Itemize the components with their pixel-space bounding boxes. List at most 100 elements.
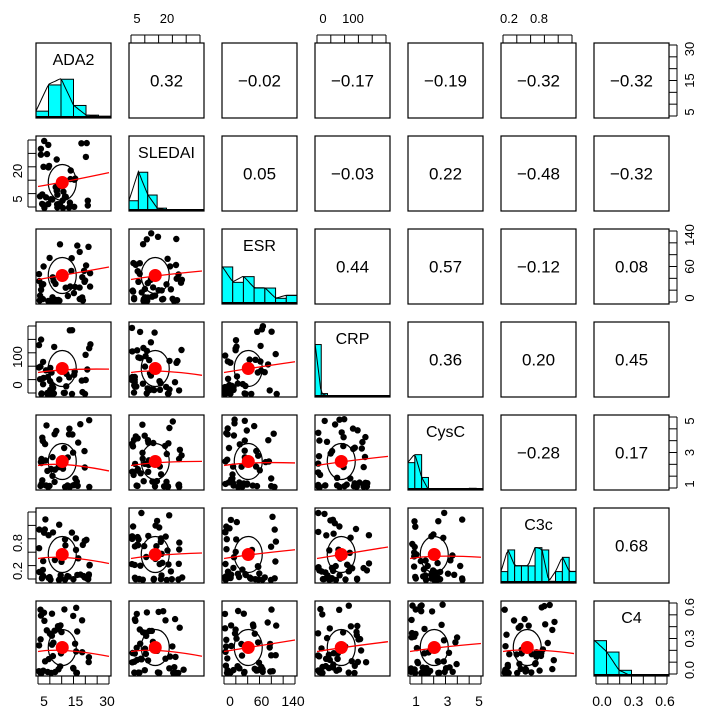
scatter-point bbox=[459, 576, 466, 584]
scatter-point bbox=[85, 654, 93, 661]
scatter-point bbox=[134, 467, 141, 474]
scatter-point bbox=[436, 576, 444, 583]
scatter-point bbox=[252, 576, 259, 583]
scatter-point bbox=[321, 510, 328, 518]
loess-line bbox=[223, 461, 296, 467]
loess-line bbox=[37, 649, 110, 658]
scatter-point bbox=[549, 626, 556, 634]
correlation-value: 0.44 bbox=[336, 258, 369, 277]
scatter-point bbox=[42, 457, 49, 464]
correlation-ellipse bbox=[140, 349, 170, 388]
correlation-value: −0.17 bbox=[331, 72, 374, 91]
scatter-point bbox=[336, 572, 343, 579]
scatter-point bbox=[418, 602, 425, 609]
scatter-point bbox=[428, 575, 435, 582]
scatter-point bbox=[134, 347, 141, 354]
panel-border bbox=[500, 42, 577, 119]
scatter-point bbox=[347, 534, 354, 541]
scatter-point bbox=[449, 668, 456, 675]
scatter-point bbox=[144, 437, 152, 444]
scatter-point bbox=[135, 278, 142, 285]
panel-SLEDAI-ESR: 0.05 bbox=[221, 135, 298, 212]
loess-line bbox=[130, 370, 203, 376]
scatter-point bbox=[340, 434, 347, 441]
scatter-point bbox=[82, 153, 90, 161]
scatter-point bbox=[231, 416, 238, 423]
panel-ESR-CysC: 0.57 bbox=[407, 228, 484, 305]
scatter-point bbox=[241, 668, 248, 676]
scatter-point bbox=[86, 270, 94, 277]
scatter-point bbox=[39, 381, 47, 388]
histogram-bar bbox=[60, 78, 74, 119]
scatter-point bbox=[39, 358, 47, 366]
scatter-point bbox=[156, 560, 163, 568]
scatter-point bbox=[330, 650, 337, 657]
scatter-point bbox=[143, 390, 150, 397]
panel-SLEDAI-SLEDAI: SLEDAI bbox=[128, 135, 205, 212]
scatter-point bbox=[360, 463, 367, 471]
scatter-point bbox=[341, 416, 348, 423]
scatter-point bbox=[439, 601, 446, 608]
scatter-point bbox=[525, 622, 532, 629]
panel-border bbox=[593, 228, 670, 305]
scatter-point bbox=[163, 576, 170, 584]
panel-C4-ADA2 bbox=[35, 600, 112, 677]
scatter-point bbox=[171, 379, 179, 386]
scatter-point bbox=[422, 576, 430, 584]
scatter-point bbox=[354, 622, 361, 630]
panel-C4-SLEDAI bbox=[128, 600, 205, 677]
scatter-point bbox=[131, 616, 139, 623]
scatter-point bbox=[411, 633, 418, 640]
scatter-point bbox=[435, 518, 442, 525]
scatter-point bbox=[315, 481, 322, 489]
scatter-point bbox=[247, 575, 254, 582]
scatter-point bbox=[453, 660, 460, 668]
scatter-point bbox=[144, 385, 151, 392]
scatter-point bbox=[139, 380, 147, 387]
scatter-point bbox=[273, 622, 280, 629]
mean-point bbox=[148, 548, 162, 561]
scatter-point bbox=[434, 559, 441, 567]
scatter-point bbox=[138, 289, 145, 296]
scatter-point bbox=[241, 417, 248, 424]
scatter-point bbox=[223, 523, 230, 530]
scatter-point bbox=[85, 572, 92, 579]
scatter-point bbox=[319, 611, 326, 618]
scatter-point bbox=[168, 576, 175, 583]
scatter-point bbox=[39, 574, 46, 581]
panel-border bbox=[128, 135, 205, 212]
loess-line bbox=[316, 641, 389, 653]
scatter-point bbox=[264, 619, 271, 626]
scatter-point bbox=[81, 277, 89, 284]
histogram-bar bbox=[232, 281, 244, 305]
scatter-point bbox=[72, 475, 79, 482]
scatter-point bbox=[227, 574, 234, 582]
scatter-point bbox=[129, 443, 137, 450]
scatter-point bbox=[134, 482, 141, 490]
scatter-point bbox=[131, 561, 138, 569]
correlation-value: 0.32 bbox=[150, 72, 183, 91]
axis-tick-label: 5 bbox=[10, 195, 25, 202]
scatter-point bbox=[83, 536, 90, 543]
panel-ESR-ESR: ESR bbox=[221, 228, 298, 305]
scatter-point bbox=[225, 479, 233, 486]
panel-C4-C4: C4 bbox=[593, 600, 670, 677]
scatter-point bbox=[222, 458, 229, 465]
scatter-point bbox=[266, 644, 273, 651]
axis-tick-label: 15 bbox=[682, 73, 697, 87]
scatter-point bbox=[408, 616, 415, 624]
scatter-point bbox=[166, 424, 173, 432]
scatter-point bbox=[225, 444, 233, 452]
scatter-point bbox=[137, 562, 144, 569]
scatter-point bbox=[86, 561, 93, 569]
scatter-point bbox=[232, 548, 239, 556]
scatter-point bbox=[345, 669, 352, 676]
scatter-point bbox=[351, 662, 358, 669]
scatter-point bbox=[414, 659, 422, 667]
scatter-point bbox=[145, 468, 152, 475]
panel-ESR-CRP: 0.44 bbox=[314, 228, 391, 305]
scatter-point bbox=[37, 145, 45, 152]
scatter-point bbox=[259, 323, 267, 330]
scatter-point bbox=[150, 575, 158, 582]
scatter-point bbox=[154, 233, 162, 240]
